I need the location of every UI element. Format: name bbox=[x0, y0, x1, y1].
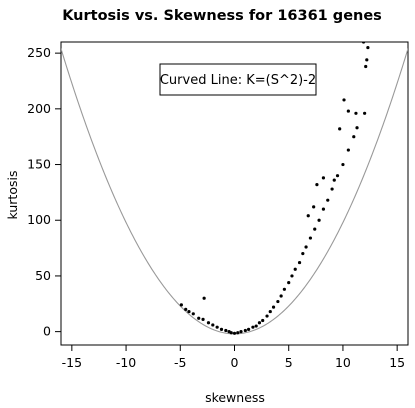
data-point bbox=[365, 58, 369, 62]
data-point bbox=[202, 296, 206, 300]
y-tick-label: 50 bbox=[35, 268, 51, 283]
data-point bbox=[268, 309, 272, 314]
x-tick-label: -5 bbox=[174, 355, 186, 370]
data-point bbox=[313, 227, 317, 231]
data-point bbox=[315, 182, 319, 187]
data-point bbox=[321, 207, 326, 211]
data-points bbox=[179, 42, 370, 335]
data-point bbox=[251, 325, 255, 329]
data-point bbox=[279, 294, 283, 298]
x-tick-label: -10 bbox=[116, 355, 136, 370]
data-point bbox=[293, 267, 297, 271]
data-point bbox=[335, 174, 340, 178]
data-point bbox=[321, 176, 326, 180]
data-point bbox=[236, 331, 240, 335]
data-point bbox=[282, 287, 286, 291]
data-point bbox=[271, 305, 276, 309]
data-point bbox=[312, 205, 316, 209]
y-tick-label: 150 bbox=[27, 157, 51, 172]
data-point bbox=[239, 330, 243, 334]
data-point bbox=[352, 135, 356, 139]
data-point bbox=[330, 187, 334, 191]
data-point bbox=[184, 307, 188, 311]
data-point bbox=[257, 321, 262, 325]
y-tick-label: 0 bbox=[43, 324, 51, 339]
data-point bbox=[276, 299, 280, 304]
data-point bbox=[342, 98, 346, 102]
data-point bbox=[354, 111, 358, 115]
data-point bbox=[191, 312, 195, 316]
data-point bbox=[346, 148, 350, 152]
data-point bbox=[179, 303, 183, 307]
x-tick-label: 10 bbox=[335, 355, 351, 370]
data-point bbox=[232, 331, 237, 335]
legend-box bbox=[159, 63, 317, 96]
data-point bbox=[338, 127, 342, 131]
data-point bbox=[187, 309, 191, 314]
data-point bbox=[304, 245, 308, 249]
x-tick-label: 5 bbox=[285, 355, 293, 370]
data-point bbox=[211, 323, 215, 327]
plot-area bbox=[61, 42, 408, 335]
data-point bbox=[265, 314, 269, 318]
data-point bbox=[197, 316, 201, 320]
data-point bbox=[201, 317, 205, 321]
data-point bbox=[317, 218, 321, 222]
y-tick-label: 200 bbox=[27, 101, 51, 116]
data-point bbox=[215, 325, 219, 329]
data-point bbox=[332, 178, 336, 182]
y-tick-label: 100 bbox=[27, 212, 51, 227]
data-point bbox=[326, 198, 330, 202]
data-point bbox=[261, 318, 265, 323]
data-point bbox=[301, 252, 305, 256]
data-point bbox=[306, 214, 310, 218]
data-point bbox=[341, 162, 345, 167]
data-point bbox=[308, 236, 313, 240]
data-point bbox=[366, 45, 370, 50]
data-point bbox=[219, 327, 224, 331]
data-point bbox=[355, 126, 359, 130]
data-point bbox=[346, 109, 350, 113]
data-point bbox=[224, 328, 228, 333]
data-point bbox=[364, 64, 368, 69]
data-point bbox=[290, 274, 294, 278]
x-axis-label: skewness bbox=[205, 390, 265, 405]
data-point bbox=[243, 328, 247, 333]
data-point bbox=[361, 42, 366, 44]
y-axis-label: kurtosis bbox=[5, 171, 20, 220]
legend-text: Curved Line: K=(S^2)-2 bbox=[160, 73, 316, 88]
y-axis: 0 50 100 150 200 250 bbox=[27, 45, 61, 339]
y-tick-label: 250 bbox=[27, 45, 51, 60]
x-axis: -15 -10 -5 0 5 10 15 bbox=[62, 345, 405, 370]
chart-title: Kurtosis vs. Skewness for 16361 genes bbox=[62, 8, 382, 24]
x-tick-label: 0 bbox=[231, 355, 239, 370]
data-point bbox=[297, 260, 302, 265]
data-point bbox=[229, 331, 233, 335]
data-point bbox=[206, 321, 211, 325]
data-point bbox=[287, 281, 291, 285]
data-point bbox=[363, 111, 367, 115]
legend: Curved Line: K=(S^2)-2 bbox=[159, 63, 317, 96]
x-tick-label: 15 bbox=[389, 355, 405, 370]
x-tick-label: -15 bbox=[62, 355, 82, 370]
data-point bbox=[247, 327, 251, 331]
data-point bbox=[254, 324, 258, 328]
